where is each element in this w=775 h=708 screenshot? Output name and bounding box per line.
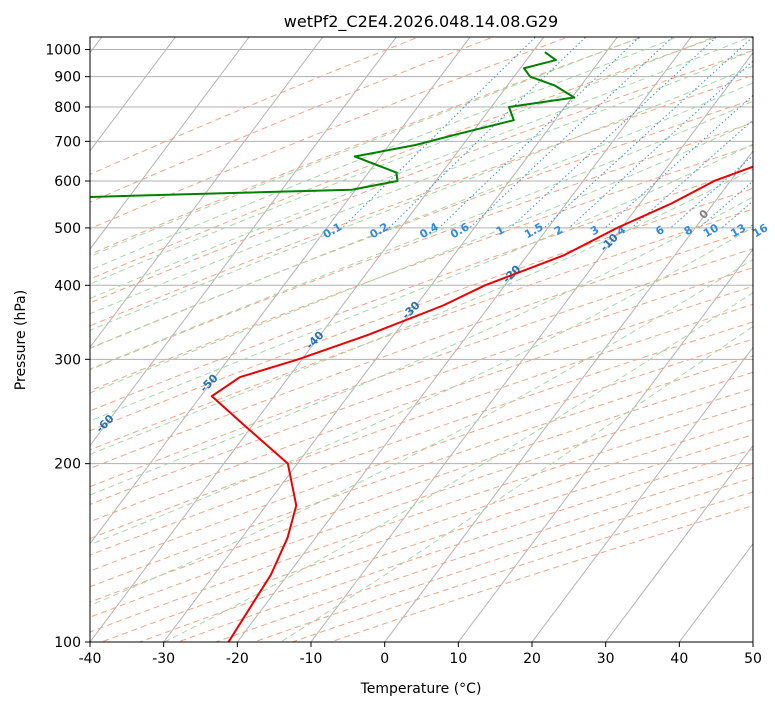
y-tick-label: 800 — [54, 100, 81, 116]
mixing-ratio-line — [543, 37, 753, 229]
isotherm-line — [90, 37, 545, 642]
moist-adiabat — [90, 143, 753, 422]
dry-adiabat — [90, 187, 753, 432]
moist-adiabat — [90, 168, 753, 455]
dry-adiabat — [90, 122, 753, 371]
y-tick-label: 1000 — [45, 43, 81, 59]
mixing-ratio-line — [438, 37, 641, 229]
y-tick-label: 100 — [54, 635, 81, 651]
y-tick-label: 700 — [54, 134, 81, 150]
y-axis-ticks: 1000 900 800 700 600 500 400 300 200 100 — [45, 43, 90, 651]
x-tick-label: 10 — [449, 651, 467, 667]
dewpoint-profile-line — [90, 51, 576, 198]
dry-adiabat — [90, 371, 753, 603]
x-tick-label: 30 — [597, 651, 615, 667]
dry-adiabat — [90, 144, 753, 392]
dry-adiabat — [90, 248, 753, 488]
isotherm-line — [605, 444, 753, 642]
dry-adiabat — [90, 37, 495, 203]
profile-lines — [90, 51, 753, 642]
isotherm-line — [90, 37, 177, 152]
moist-adiabat — [90, 49, 753, 315]
chart-title: wetPf2_C2E4.2026.048.14.08.G29 — [284, 12, 558, 32]
dry-adiabat — [90, 285, 753, 523]
y-tick-label: 300 — [54, 352, 81, 368]
dry-adiabat — [90, 338, 753, 572]
x-tick-label: -20 — [226, 651, 249, 667]
x-tick-label: 20 — [523, 651, 541, 667]
y-tick-label: 200 — [54, 457, 81, 473]
dry-adiabat — [90, 37, 570, 230]
mixing-ratio-line — [604, 94, 753, 229]
x-tick-label: -30 — [152, 651, 175, 667]
dry-adiabat — [90, 166, 753, 412]
x-tick-label: 40 — [670, 651, 688, 667]
x-tick-label: -10 — [300, 651, 323, 667]
y-axis-label: Pressure (hPa) — [13, 290, 29, 390]
x-tick-label: 0 — [380, 651, 389, 667]
isotherm-line — [90, 37, 324, 349]
isotherm-line — [236, 37, 692, 642]
y-tick-label: 600 — [54, 174, 81, 190]
dry-adiabat — [90, 37, 645, 255]
mixing-ratio-line — [670, 154, 753, 229]
mixing-ratio-line — [510, 37, 718, 229]
moist-adiabat — [90, 196, 753, 496]
isotherm-line — [384, 150, 753, 642]
isotherm-line — [163, 37, 619, 642]
moist-adiabat — [90, 120, 753, 394]
dry-adiabat — [90, 98, 753, 349]
x-axis-ticks: -40 -30 -20 -10 0 10 20 30 40 50 — [79, 642, 762, 667]
isotherm-line — [90, 37, 471, 545]
x-axis-label: Temperature (°C) — [360, 681, 482, 697]
y-tick-label: 900 — [54, 70, 81, 86]
plot-frame — [89, 36, 754, 643]
isotherm-line — [310, 51, 753, 642]
background-lines — [90, 37, 753, 642]
moist-adiabat — [90, 226, 753, 546]
y-tick-label: 500 — [54, 221, 81, 237]
isotherm-line — [90, 37, 398, 447]
isotherm-line — [678, 542, 753, 642]
y-tick-label: 400 — [54, 278, 81, 294]
dry-adiabat — [90, 74, 753, 327]
x-tick-label: -40 — [79, 651, 102, 667]
temperature-profile-line — [210, 165, 753, 642]
dry-adiabat — [90, 303, 753, 540]
moist-adiabat — [90, 100, 753, 370]
moist-adiabat — [90, 37, 752, 300]
dry-adiabat — [90, 228, 753, 470]
x-tick-label: 50 — [744, 651, 762, 667]
dry-adiabat — [90, 37, 420, 175]
moist-adiabat — [279, 325, 753, 642]
isotherm-line — [531, 346, 753, 642]
